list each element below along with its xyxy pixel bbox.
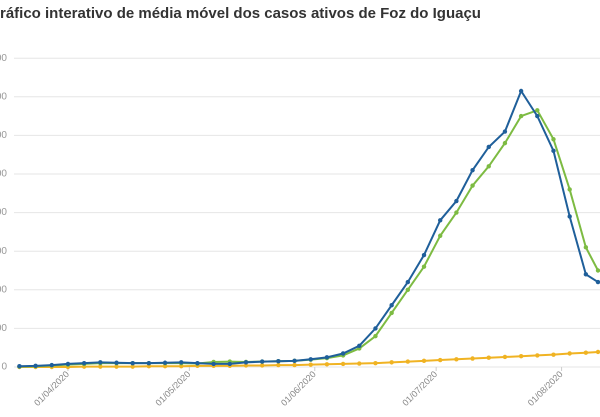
data-point xyxy=(535,108,540,113)
data-point xyxy=(535,113,540,119)
data-point xyxy=(486,144,491,150)
data-point xyxy=(49,362,54,368)
data-point xyxy=(130,364,135,369)
data-point xyxy=(470,356,475,361)
data-point xyxy=(276,362,281,368)
data-point xyxy=(357,361,362,366)
data-point xyxy=(65,361,71,367)
data-point xyxy=(454,210,459,215)
data-point xyxy=(98,360,103,365)
data-point xyxy=(340,361,346,367)
data-point xyxy=(502,129,508,134)
data-point xyxy=(259,359,265,364)
data-point xyxy=(276,359,281,364)
data-point xyxy=(33,363,38,369)
data-point xyxy=(17,364,22,369)
y-tick-label: 700 xyxy=(0,91,7,102)
data-point xyxy=(308,357,313,362)
data-point xyxy=(438,357,443,363)
data-point xyxy=(114,360,119,365)
y-tick-label: 400 xyxy=(0,207,7,218)
data-point xyxy=(595,279,600,285)
data-point xyxy=(324,355,330,360)
data-point xyxy=(357,343,362,348)
x-tick-label: 01/07/2020 xyxy=(400,369,439,408)
data-point xyxy=(551,148,556,154)
data-point xyxy=(389,310,394,316)
data-point xyxy=(421,252,427,258)
data-point xyxy=(179,364,184,369)
x-tick-label: 01/08/2020 xyxy=(526,369,565,408)
data-point xyxy=(405,279,411,285)
data-point xyxy=(438,218,443,223)
data-point xyxy=(470,167,475,173)
data-point xyxy=(567,351,572,356)
data-point xyxy=(518,353,524,359)
y-tick-label: 600 xyxy=(0,130,7,141)
data-point xyxy=(243,360,249,365)
data-point xyxy=(421,358,427,364)
data-point xyxy=(146,364,152,369)
data-point xyxy=(81,360,87,366)
data-point xyxy=(146,360,152,366)
data-point xyxy=(195,360,200,366)
data-point xyxy=(567,214,572,219)
x-tick-label: 01/04/2020 xyxy=(32,369,71,408)
data-point xyxy=(243,363,249,368)
x-tick-label: 01/05/2020 xyxy=(154,369,193,408)
data-point xyxy=(211,361,216,367)
data-point xyxy=(535,353,540,358)
y-tick-label: 800 xyxy=(0,53,7,64)
data-point xyxy=(114,364,119,369)
data-point xyxy=(405,287,411,292)
data-point xyxy=(486,164,491,169)
chart-title: ráfico interativo de média móvel dos cas… xyxy=(0,5,481,22)
data-point xyxy=(162,364,168,369)
data-point xyxy=(595,349,600,355)
y-tick-label: 500 xyxy=(0,169,7,180)
data-point xyxy=(324,362,330,367)
data-point xyxy=(518,113,524,119)
data-point xyxy=(454,357,459,362)
data-point xyxy=(340,351,346,356)
data-point xyxy=(551,137,556,142)
data-point xyxy=(98,364,103,369)
data-point xyxy=(389,360,394,365)
data-point xyxy=(373,326,378,331)
data-point xyxy=(583,272,589,277)
data-point xyxy=(405,359,411,364)
data-point xyxy=(454,198,459,204)
data-point xyxy=(179,360,184,365)
data-point xyxy=(162,360,168,365)
data-point xyxy=(518,88,524,94)
data-point xyxy=(308,362,313,367)
data-point xyxy=(595,268,600,273)
y-tick-label: 200 xyxy=(0,284,7,295)
data-point xyxy=(373,360,378,366)
data-point xyxy=(470,183,475,188)
data-point xyxy=(130,360,135,366)
x-tick-label: 01/06/2020 xyxy=(279,369,318,408)
data-point xyxy=(502,140,508,146)
y-tick-label: 300 xyxy=(0,246,7,257)
data-point xyxy=(583,350,589,355)
data-point xyxy=(292,362,297,368)
data-point xyxy=(389,303,394,308)
data-point xyxy=(259,363,265,368)
data-point xyxy=(227,361,232,367)
data-point xyxy=(551,352,556,357)
data-point xyxy=(292,358,297,364)
data-point xyxy=(373,333,378,339)
data-point xyxy=(438,233,443,238)
data-point xyxy=(486,355,491,360)
data-point xyxy=(583,245,589,250)
y-tick-label: 100 xyxy=(0,323,7,334)
data-point xyxy=(421,264,427,269)
data-point xyxy=(567,187,572,192)
y-tick-label: 0 xyxy=(1,362,7,373)
data-point xyxy=(502,354,508,360)
